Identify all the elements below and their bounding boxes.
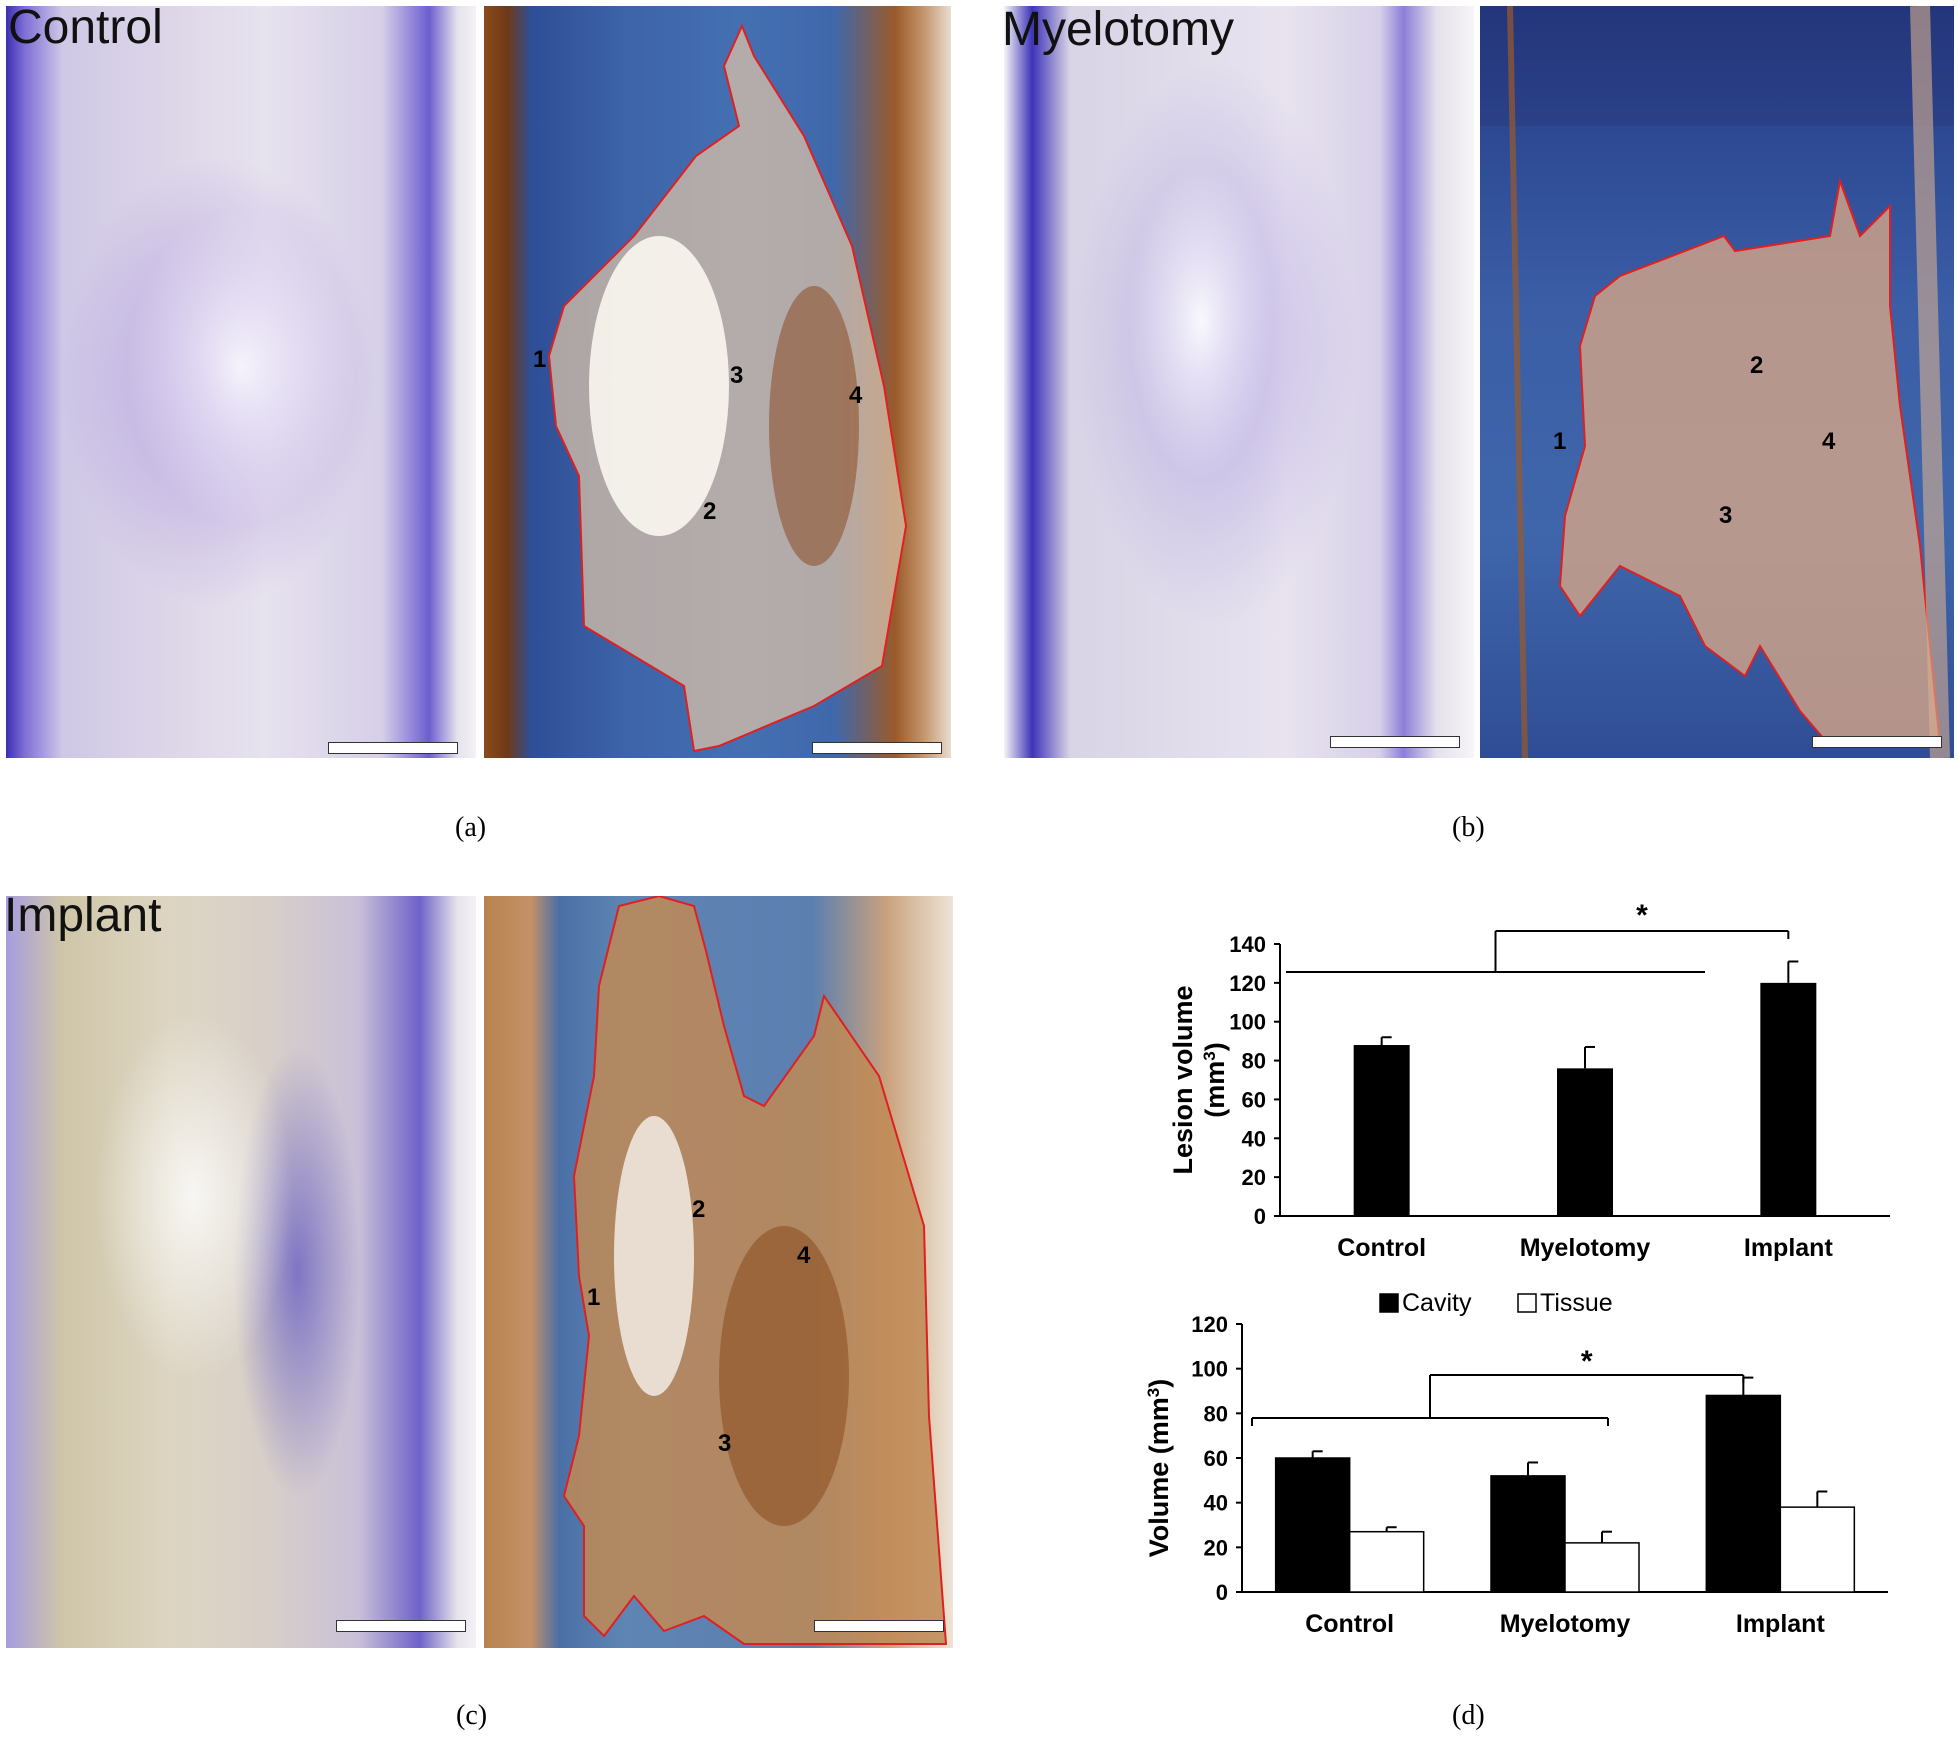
y-axis-label: Volume (mm3)	[1144, 1379, 1175, 1558]
implant-lesion-shape	[562, 896, 948, 1645]
implant-nissl-image	[6, 896, 476, 1648]
y-tick-label: 0	[1216, 1580, 1228, 1605]
y-tick-label: 20	[1242, 1165, 1266, 1190]
control-region-1: 1	[533, 346, 547, 373]
x-tick-label: Control	[1305, 1610, 1394, 1638]
y-tick-label: 80	[1204, 1401, 1228, 1426]
y-tick-label: 100	[1191, 1357, 1228, 1382]
myelotomy-nissl-scalebar	[1330, 736, 1460, 748]
panel-b: Myelotomy 2 1 4 3	[1000, 0, 1958, 770]
myelotomy-group-label: Myelotomy	[1002, 3, 1235, 56]
implant-region-3: 3	[718, 1430, 732, 1457]
bar-tissue	[1348, 1530, 1425, 1593]
y-tick-label: 80	[1242, 1049, 1266, 1074]
y-tick-label: 20	[1204, 1535, 1228, 1560]
legend-swatch-cavity	[1379, 1293, 1399, 1313]
myelotomy-ihc-scalebar	[1812, 736, 1942, 748]
implant-region-4: 4	[797, 1242, 811, 1269]
panel-a-caption: (a)	[455, 812, 487, 843]
implant-region-1: 1	[587, 1284, 601, 1311]
cavity-tissue-volume-chart: 0 20 40 60 80 100 120 Control Myelotomy Implant Ca…	[1144, 1290, 1888, 1638]
bar	[1557, 1068, 1613, 1216]
significance-marker: *	[1581, 1345, 1593, 1378]
x-tick-label: Myelotomy	[1520, 1234, 1651, 1262]
bar-tissue	[1564, 1542, 1640, 1593]
y-tick-label: 60	[1204, 1446, 1228, 1471]
y-tick-label: 60	[1242, 1087, 1266, 1112]
myelotomy-region-1: 1	[1553, 428, 1567, 455]
bar-cavity	[1490, 1475, 1566, 1593]
y-axis-label-unit: (mm3)	[1200, 1042, 1231, 1117]
panel-c-caption: (c)	[456, 1700, 488, 1731]
y-tick-label: 40	[1242, 1126, 1266, 1151]
myelotomy-region-2: 2	[1750, 352, 1764, 379]
control-lesion-outline	[547, 23, 908, 753]
control-region-4: 4	[849, 382, 863, 409]
y-axis-label-main: Volume (mm3)	[1144, 1379, 1175, 1558]
myelotomy-region-4: 4	[1822, 428, 1836, 455]
implant-ihc-scalebar	[814, 1620, 944, 1632]
control-region-2: 2	[703, 498, 717, 525]
panel-a: Control 1 3 4 2	[0, 0, 955, 770]
panel-b-caption: (b)	[1452, 812, 1485, 843]
panel-d-caption: (d)	[1452, 1700, 1485, 1731]
bar-cavity	[1274, 1457, 1351, 1593]
x-tick-label: Implant	[1744, 1234, 1834, 1262]
bar	[1353, 1045, 1410, 1216]
myelotomy-region-3: 3	[1719, 502, 1733, 529]
x-tick-label: Myelotomy	[1500, 1610, 1631, 1638]
bar-cavity	[1705, 1394, 1782, 1593]
control-nissl-scalebar	[328, 742, 458, 754]
significance-marker: *	[1636, 899, 1648, 932]
legend-label-cavity: Cavity	[1402, 1290, 1472, 1317]
x-tick-label: Control	[1337, 1234, 1426, 1262]
control-group-label: Control	[8, 1, 163, 54]
bar-tissue	[1779, 1506, 1856, 1593]
implant-region-2: 2	[692, 1196, 706, 1223]
control-region-3: 3	[730, 362, 744, 389]
panel-c: Implant 2 1 4 3	[0, 890, 955, 1660]
y-tick-label: 0	[1254, 1204, 1266, 1229]
myelotomy-nissl-image	[1004, 6, 1474, 758]
y-tick-label: 120	[1229, 971, 1266, 996]
myelotomy-lesion-outline	[1480, 6, 1954, 758]
y-tick-label: 120	[1191, 1312, 1228, 1337]
implant-nissl-scalebar	[336, 1620, 466, 1632]
x-tick-label: Implant	[1736, 1610, 1826, 1638]
implant-group-label: Implant	[4, 890, 162, 942]
legend-swatch-tissue	[1517, 1293, 1537, 1313]
y-tick-label: 40	[1204, 1491, 1228, 1516]
y-tick-label: 100	[1229, 1010, 1266, 1035]
y-axis-label: Lesion volume (mm3)	[1168, 985, 1230, 1174]
control-ihc-scalebar	[812, 742, 942, 754]
y-axis-label-main: Lesion volume	[1168, 985, 1198, 1174]
bar	[1760, 982, 1817, 1216]
control-nissl-image	[6, 6, 476, 758]
legend-label-tissue: Tissue	[1540, 1290, 1613, 1317]
lesion-volume-chart: 0 20 40 60 80 100 120 140 Control Myelotomy Implan…	[1168, 899, 1890, 1262]
y-tick-label: 140	[1229, 932, 1266, 957]
